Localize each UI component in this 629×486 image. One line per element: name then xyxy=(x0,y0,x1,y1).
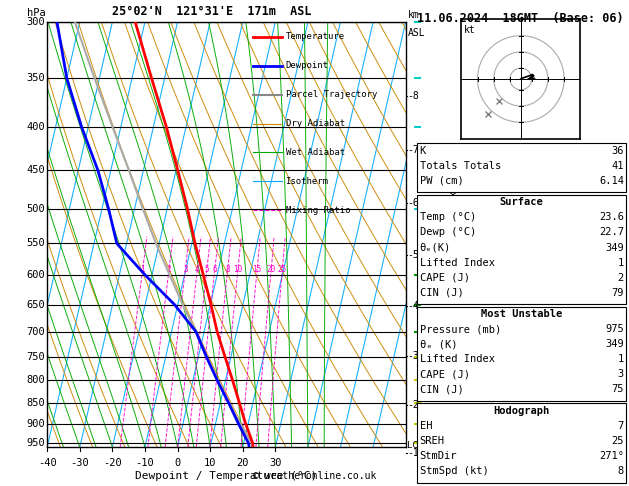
Text: -3: -3 xyxy=(408,351,420,361)
Text: 75: 75 xyxy=(611,384,624,395)
Text: Surface: Surface xyxy=(499,197,543,208)
Text: 271°: 271° xyxy=(599,451,624,461)
Text: 6.14: 6.14 xyxy=(599,176,624,186)
Text: Parcel Trajectory: Parcel Trajectory xyxy=(286,90,377,99)
Text: Dry Adiabat: Dry Adiabat xyxy=(286,119,345,128)
Text: 8: 8 xyxy=(618,466,624,476)
Text: 15: 15 xyxy=(252,265,262,274)
Text: -30: -30 xyxy=(70,458,89,468)
Text: EH: EH xyxy=(420,421,432,431)
Text: Hodograph: Hodograph xyxy=(493,406,550,416)
Text: Isotherm: Isotherm xyxy=(286,177,328,186)
Text: 3: 3 xyxy=(183,265,187,274)
Text: 0: 0 xyxy=(174,458,181,468)
Text: 41: 41 xyxy=(611,161,624,171)
Text: 22.7: 22.7 xyxy=(599,227,624,238)
Text: 600: 600 xyxy=(26,270,45,280)
Text: 850: 850 xyxy=(26,398,45,408)
Text: CIN (J): CIN (J) xyxy=(420,384,464,395)
Text: -40: -40 xyxy=(38,458,57,468)
Text: 950: 950 xyxy=(26,438,45,448)
Text: 500: 500 xyxy=(26,204,45,214)
Text: 1: 1 xyxy=(140,265,145,274)
Text: Pressure (mb): Pressure (mb) xyxy=(420,324,501,334)
Text: 36: 36 xyxy=(611,146,624,156)
Text: LCL: LCL xyxy=(408,441,423,450)
Text: -2: -2 xyxy=(408,400,420,410)
Text: Dewp (°C): Dewp (°C) xyxy=(420,227,476,238)
Text: 2: 2 xyxy=(618,273,624,283)
Text: 800: 800 xyxy=(26,376,45,385)
Text: 550: 550 xyxy=(26,239,45,248)
Text: 700: 700 xyxy=(26,327,45,337)
Text: PW (cm): PW (cm) xyxy=(420,176,464,186)
Text: 6: 6 xyxy=(213,265,217,274)
Text: 350: 350 xyxy=(26,73,45,83)
Text: 4: 4 xyxy=(195,265,199,274)
Text: 8: 8 xyxy=(225,265,230,274)
Text: StmSpd (kt): StmSpd (kt) xyxy=(420,466,488,476)
Text: 750: 750 xyxy=(26,352,45,362)
Text: 400: 400 xyxy=(26,122,45,132)
Text: -6: -6 xyxy=(408,198,420,208)
Text: Temp (°C): Temp (°C) xyxy=(420,212,476,223)
Text: 1: 1 xyxy=(618,354,624,364)
Text: 450: 450 xyxy=(26,165,45,175)
Text: kt: kt xyxy=(464,25,475,35)
Text: 25: 25 xyxy=(278,265,287,274)
Text: 349: 349 xyxy=(605,243,624,253)
Text: 79: 79 xyxy=(611,288,624,298)
Text: 650: 650 xyxy=(26,299,45,310)
Text: Dewpoint / Temperature (°C): Dewpoint / Temperature (°C) xyxy=(135,470,318,481)
Text: CIN (J): CIN (J) xyxy=(420,288,464,298)
Text: 349: 349 xyxy=(605,339,624,349)
Text: 300: 300 xyxy=(26,17,45,27)
Text: 5: 5 xyxy=(204,265,209,274)
Text: StmDir: StmDir xyxy=(420,451,457,461)
Text: 23.6: 23.6 xyxy=(599,212,624,223)
Text: km: km xyxy=(408,10,420,20)
Text: 11.06.2024  18GMT  (Base: 06): 11.06.2024 18GMT (Base: 06) xyxy=(418,12,624,25)
Text: Temperature: Temperature xyxy=(286,32,345,41)
Text: 30: 30 xyxy=(269,458,282,468)
Text: 2: 2 xyxy=(167,265,171,274)
Text: -5: -5 xyxy=(408,250,420,260)
Text: θₑ (K): θₑ (K) xyxy=(420,339,457,349)
Text: 10: 10 xyxy=(233,265,243,274)
Text: Wet Adiabat: Wet Adiabat xyxy=(286,148,345,157)
Text: Lifted Index: Lifted Index xyxy=(420,258,494,268)
Text: -8: -8 xyxy=(408,90,420,101)
Text: © weatheronline.co.uk: © weatheronline.co.uk xyxy=(253,471,376,481)
Text: ASL: ASL xyxy=(408,28,425,38)
Text: -10: -10 xyxy=(136,458,154,468)
Text: -7: -7 xyxy=(408,145,420,155)
Text: Mixing Ratio (g/kg): Mixing Ratio (g/kg) xyxy=(447,179,457,290)
Text: -1: -1 xyxy=(408,448,420,458)
Text: Dewpoint: Dewpoint xyxy=(286,61,328,70)
Text: SREH: SREH xyxy=(420,436,445,446)
Text: -20: -20 xyxy=(103,458,122,468)
Text: 975: 975 xyxy=(605,324,624,334)
Text: 10: 10 xyxy=(204,458,216,468)
Text: 3: 3 xyxy=(618,369,624,380)
Text: -4: -4 xyxy=(408,301,420,311)
Text: Mixing Ratio: Mixing Ratio xyxy=(286,206,350,215)
Text: 20: 20 xyxy=(237,458,249,468)
Text: Most Unstable: Most Unstable xyxy=(481,309,562,319)
Text: 25°02'N  121°31'E  171m  ASL: 25°02'N 121°31'E 171m ASL xyxy=(112,5,311,17)
Text: 1: 1 xyxy=(618,258,624,268)
Text: 7: 7 xyxy=(618,421,624,431)
Text: Lifted Index: Lifted Index xyxy=(420,354,494,364)
Text: hPa: hPa xyxy=(26,8,45,17)
Text: θₑ(K): θₑ(K) xyxy=(420,243,451,253)
Text: Totals Totals: Totals Totals xyxy=(420,161,501,171)
Text: CAPE (J): CAPE (J) xyxy=(420,273,469,283)
Text: 20: 20 xyxy=(267,265,276,274)
Text: CAPE (J): CAPE (J) xyxy=(420,369,469,380)
Text: 25: 25 xyxy=(611,436,624,446)
Text: K: K xyxy=(420,146,426,156)
Text: 900: 900 xyxy=(26,418,45,429)
